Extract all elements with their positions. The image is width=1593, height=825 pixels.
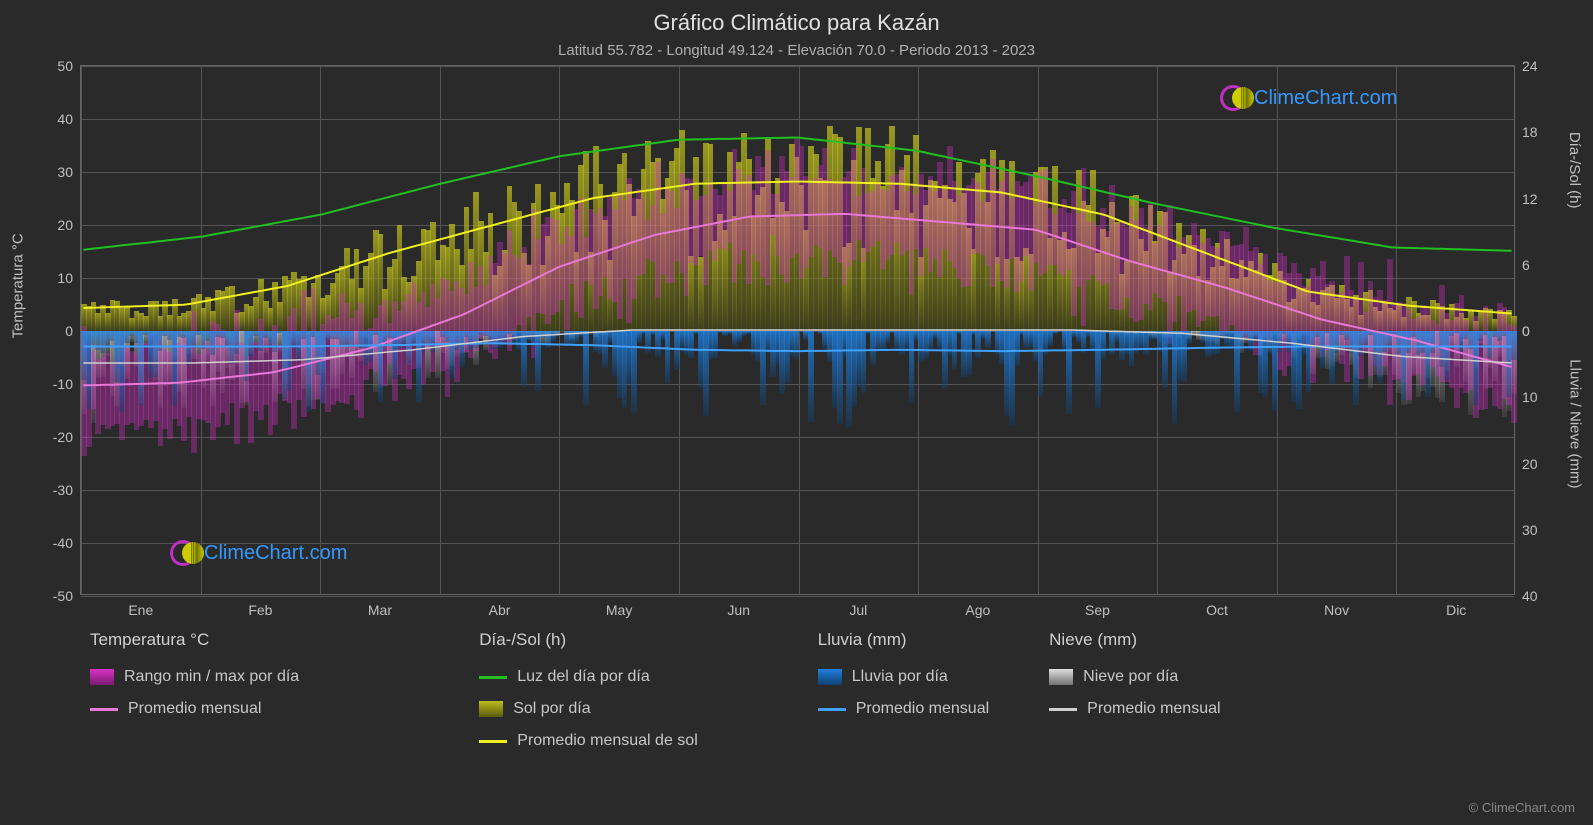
- y-left-tick: 30: [57, 164, 73, 180]
- y-left-tick: -30: [53, 482, 73, 498]
- legend-snow-avg-label: Promedio mensual: [1087, 700, 1220, 718]
- x-month-label: Jun: [727, 602, 750, 618]
- legend-col-rain: Lluvia (mm) Lluvia por día Promedio mens…: [818, 630, 989, 750]
- y-axis-right-bottom-title: Lluvia / Nieve (mm): [1567, 359, 1584, 488]
- y-right-bot-tick: 40: [1522, 588, 1538, 604]
- legend-rain-avg: Promedio mensual: [818, 700, 989, 718]
- legend-daylight: Luz del día por día: [479, 668, 698, 686]
- swatch-rain-avg-icon: [818, 708, 846, 711]
- y-right-top-tick: 18: [1522, 124, 1538, 140]
- legend-sunavg-label: Promedio mensual de sol: [517, 732, 698, 750]
- climechart-logo-icon: [1220, 85, 1246, 111]
- y-right-bot-tick: 10: [1522, 389, 1538, 405]
- legend-snow-avg: Promedio mensual: [1049, 700, 1220, 718]
- legend-rain-header: Lluvia (mm): [818, 630, 989, 650]
- legend-temp-avg-label: Promedio mensual: [128, 700, 261, 718]
- y-axis-left-title: Temperatura °C: [10, 233, 27, 338]
- legend-snow-daily-label: Nieve por día: [1083, 668, 1178, 686]
- y-left-tick: -50: [53, 588, 73, 604]
- swatch-daylight-icon: [479, 676, 507, 679]
- y-right-top-tick: 24: [1522, 58, 1538, 74]
- watermark-top: ClimeChart.com: [1220, 85, 1397, 111]
- x-month-label: Oct: [1206, 602, 1228, 618]
- y-left-tick: 20: [57, 217, 73, 233]
- chart-plot-area: -50-40-30-20-100102030405006121824010203…: [80, 65, 1515, 595]
- y-right-top-tick: 6: [1522, 257, 1530, 273]
- x-month-label: Ago: [965, 602, 990, 618]
- swatch-rain-daily-icon: [818, 669, 842, 685]
- y-left-tick: -20: [53, 429, 73, 445]
- swatch-snow-avg-icon: [1049, 708, 1077, 711]
- legend-sun-header: Día-/Sol (h): [479, 630, 698, 650]
- legend-col-snow: Nieve (mm) Nieve por día Promedio mensua…: [1049, 630, 1220, 750]
- x-month-label: Mar: [368, 602, 392, 618]
- legend-rain-daily-label: Lluvia por día: [852, 668, 948, 686]
- x-month-label: Ene: [128, 602, 153, 618]
- legend-col-temp: Temperatura °C Rango min / max por día P…: [90, 630, 299, 750]
- x-month-label: Sep: [1085, 602, 1110, 618]
- x-month-label: Nov: [1324, 602, 1349, 618]
- swatch-temp-avg-icon: [90, 708, 118, 711]
- chart-subtitle: Latitud 55.782 - Longitud 49.124 - Eleva…: [0, 36, 1593, 59]
- legend-sunfill-label: Sol por día: [513, 700, 590, 718]
- y-right-top-tick: 12: [1522, 191, 1538, 207]
- x-month-label: Abr: [489, 602, 511, 618]
- legend-rain-avg-label: Promedio mensual: [856, 700, 989, 718]
- y-right-bot-tick: 30: [1522, 522, 1538, 538]
- legend: Temperatura °C Rango min / max por día P…: [90, 630, 1221, 750]
- y-right-bot-tick: 0: [1522, 323, 1530, 339]
- x-month-label: Jul: [849, 602, 867, 618]
- x-month-label: Dic: [1446, 602, 1466, 618]
- legend-snow-header: Nieve (mm): [1049, 630, 1220, 650]
- x-month-label: May: [606, 602, 632, 618]
- legend-temp-header: Temperatura °C: [90, 630, 299, 650]
- climechart-logo-icon: [170, 540, 196, 566]
- legend-col-sun: Día-/Sol (h) Luz del día por día Sol por…: [479, 630, 698, 750]
- legend-snow-daily: Nieve por día: [1049, 668, 1220, 686]
- legend-sunfill: Sol por día: [479, 700, 698, 718]
- legend-temp-avg: Promedio mensual: [90, 700, 299, 718]
- legend-sunavg: Promedio mensual de sol: [479, 732, 698, 750]
- x-month-label: Feb: [248, 602, 272, 618]
- swatch-temp-range-icon: [90, 669, 114, 685]
- watermark-bottom: ClimeChart.com: [170, 540, 347, 566]
- y-left-tick: 50: [57, 58, 73, 74]
- legend-temp-range: Rango min / max por día: [90, 668, 299, 686]
- swatch-sunavg-icon: [479, 740, 507, 743]
- legend-rain-daily: Lluvia por día: [818, 668, 989, 686]
- watermark-text: ClimeChart.com: [1254, 87, 1397, 110]
- legend-temp-range-label: Rango min / max por día: [124, 668, 299, 686]
- swatch-sunfill-icon: [479, 701, 503, 717]
- watermark-text: ClimeChart.com: [204, 542, 347, 565]
- y-axis-right-top-title: Día-/Sol (h): [1567, 132, 1584, 209]
- swatch-snow-daily-icon: [1049, 669, 1073, 685]
- chart-title: Gráfico Climático para Kazán: [0, 0, 1593, 36]
- y-left-tick: -10: [53, 376, 73, 392]
- copyright: © ClimeChart.com: [1469, 800, 1575, 815]
- y-left-tick: 10: [57, 270, 73, 286]
- y-left-tick: -40: [53, 535, 73, 551]
- y-left-tick: 40: [57, 111, 73, 127]
- y-left-tick: 0: [65, 323, 73, 339]
- y-right-bot-tick: 20: [1522, 456, 1538, 472]
- legend-daylight-label: Luz del día por día: [517, 668, 650, 686]
